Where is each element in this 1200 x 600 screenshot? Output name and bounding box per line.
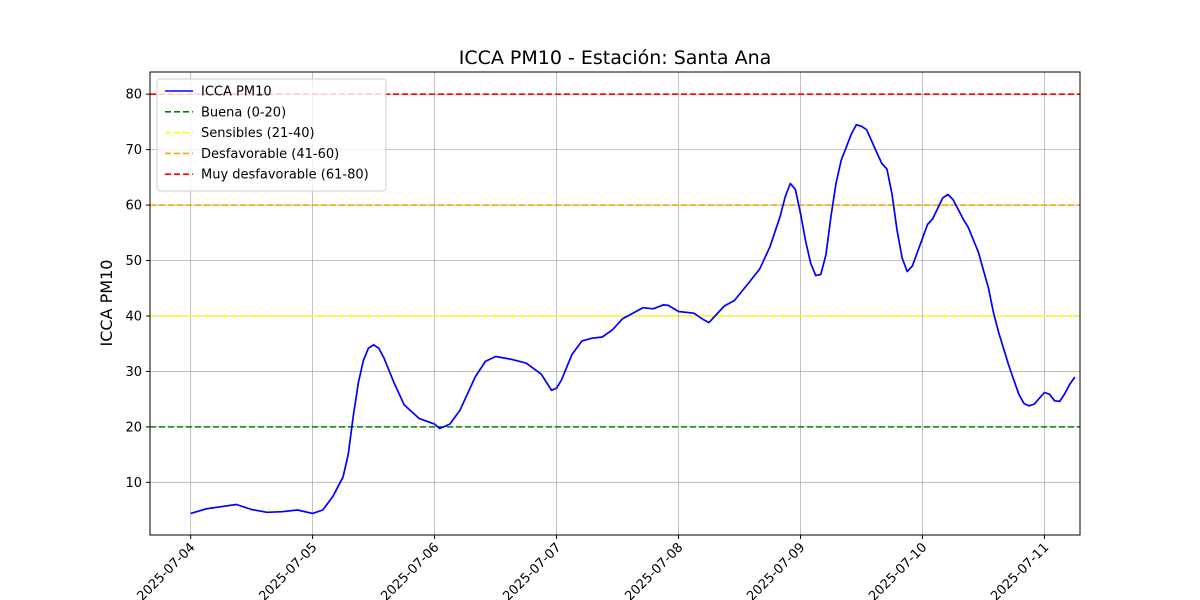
y-tick-label: 30 [125, 365, 142, 380]
x-tick-label: 2025-07-05 [256, 540, 320, 600]
x-tick-label: 2025-07-08 [622, 540, 686, 600]
series-line [190, 123, 1076, 515]
y-tick-label: 40 [125, 309, 142, 324]
x-tick-label: 2025-07-06 [378, 540, 442, 600]
y-tick-label: 20 [125, 420, 142, 435]
legend-label: Sensibles (21-40) [201, 126, 315, 141]
x-tick-label: 2025-07-11 [988, 540, 1052, 600]
y-tick-label: 60 [125, 199, 142, 214]
legend-label: Muy desfavorable (61-80) [201, 168, 369, 183]
chart-title: ICCA PM10 - Estación: Santa Ana [459, 47, 772, 69]
plot-frame [149, 71, 1081, 536]
x-tick-label: 2025-07-07 [500, 540, 564, 600]
legend-label: Buena (0-20) [201, 105, 286, 120]
y-tick-label: 80 [125, 88, 142, 103]
x-tick-label: 2025-07-09 [744, 540, 808, 600]
x-tick-label: 2025-07-10 [866, 540, 930, 600]
legend-label: ICCA PM10 [201, 85, 272, 100]
x-tick-label: 2025-07-04 [134, 540, 198, 600]
series-lines [190, 123, 1076, 515]
y-tick-label: 10 [125, 476, 142, 491]
threshold-lines [150, 93, 1080, 428]
legend: ICCA PM10 Buena (0-20) Sensibles (21-40) De… [156, 78, 387, 192]
legend-label: Desfavorable (41-60) [201, 147, 339, 162]
y-tick-label: 50 [125, 254, 142, 269]
legend-box [156, 78, 387, 192]
y-tick-label: 70 [125, 143, 142, 158]
y-axis-label: ICCA PM10 [97, 260, 116, 347]
